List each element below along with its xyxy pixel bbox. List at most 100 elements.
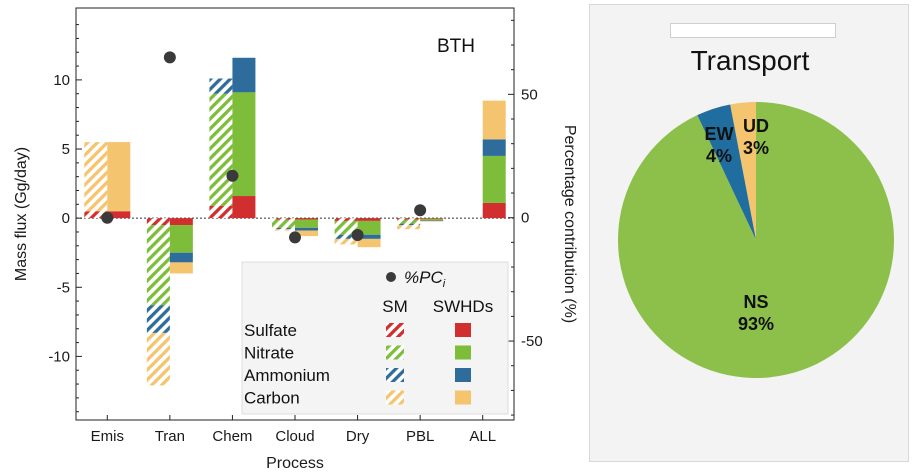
bar-swhds-carbon-dry xyxy=(357,238,381,248)
bar-swhds-sulfate-tran xyxy=(169,218,193,226)
y2-tick-label: 0 xyxy=(521,210,529,227)
bar-sm-nitrate-pbl xyxy=(397,219,421,224)
legend-swatch-swhds-ammonium xyxy=(455,368,471,382)
bar-sm-sulfate-tran xyxy=(146,218,170,226)
legend-label-carbon: Carbon xyxy=(244,389,300,408)
bar-sm-ammonium-chem xyxy=(209,78,233,94)
bar-swhds-carbon-pbl xyxy=(420,220,444,222)
bar-sm-carbon-pbl xyxy=(397,225,421,230)
bar-sm-nitrate-cloud xyxy=(272,219,295,228)
bar-swhds-nitrate-cloud xyxy=(295,219,318,228)
bar-swhds-nitrate-pbl xyxy=(420,218,444,221)
y-tick-label: 0 xyxy=(62,210,70,227)
bar-sm-ammonium-dry xyxy=(334,234,358,239)
bar-swhds-carbon-tran xyxy=(169,262,193,274)
bar-swhds-ammonium-chem xyxy=(232,57,256,93)
bar-sm-ammonium-tran xyxy=(146,305,170,333)
pie-slice-ud xyxy=(730,102,756,240)
pc-point-chem xyxy=(226,169,239,182)
pie-pct-ns: 93% xyxy=(738,314,774,334)
legend-header-sm: SM xyxy=(382,297,408,316)
bar-sm-sulfate-chem xyxy=(209,205,233,219)
y2-tick-label: 50 xyxy=(521,86,538,103)
pie-pct-ud: 3% xyxy=(743,138,769,158)
pc-point-cloud xyxy=(289,231,301,244)
x-axis-label: Process xyxy=(266,455,324,472)
x-tick-label: ALL xyxy=(469,428,496,445)
x-tick-label: Dry xyxy=(346,428,370,445)
bar-sm-carbon-emis xyxy=(84,142,108,212)
y2-tick-label: -50 xyxy=(521,333,543,350)
pie-label-ew: EW xyxy=(705,124,734,144)
bar-sm-sulfate-cloud xyxy=(272,218,295,220)
y-tick-label: -5 xyxy=(57,279,70,296)
pie-label-ud: UD xyxy=(743,116,769,136)
legend-pc-marker xyxy=(386,272,396,282)
bar-swhds-sulfate-all xyxy=(482,202,506,219)
legend-label-sulfate: Sulfate xyxy=(244,321,297,340)
y-axis-label: Mass flux (Gg/day) xyxy=(13,147,30,281)
pie-slice-ew xyxy=(697,104,756,240)
legend-swatch-sm-ammonium xyxy=(386,368,404,382)
title-input-box[interactable] xyxy=(670,23,836,38)
y-tick-label: 5 xyxy=(62,141,70,158)
y-tick-label: -10 xyxy=(48,348,70,365)
bar-sm-nitrate-tran xyxy=(146,225,170,306)
x-tick-label: Emis xyxy=(91,428,124,445)
pie-chart-panel: Transport NS 93% EW 4% UD 3% xyxy=(589,4,909,462)
legend-box xyxy=(241,261,509,415)
pie-pct-ew: 4% xyxy=(706,146,732,166)
x-tick-label: Cloud xyxy=(275,428,314,445)
bar-sm-ammonium-pbl xyxy=(397,223,421,226)
legend-label-ammonium: Ammonium xyxy=(244,366,330,385)
legend-swatch-swhds-carbon xyxy=(455,390,471,405)
bar-swhds-sulfate-cloud xyxy=(295,218,318,220)
y2-axis-label: Percentage contribution (%) xyxy=(561,125,578,323)
pc-point-tran xyxy=(163,51,176,64)
bar-sm-nitrate-dry xyxy=(334,220,358,235)
x-tick-label: Tran xyxy=(155,428,185,445)
bar-swhds-nitrate-tran xyxy=(169,225,193,253)
legend-swatch-sm-carbon xyxy=(386,390,404,405)
legend-swatch-swhds-sulfate xyxy=(455,323,471,337)
pie-slice-ns xyxy=(618,102,894,378)
bar-sm-carbon-cloud xyxy=(272,229,295,231)
bar-swhds-carbon-cloud xyxy=(295,230,318,237)
bar-sm-ammonium-cloud xyxy=(272,227,295,230)
pie-label-ns: NS xyxy=(743,292,768,312)
bar-sm-nitrate-chem xyxy=(209,93,233,206)
bar-swhds-ammonium-tran xyxy=(169,252,193,263)
bar-sm-carbon-dry xyxy=(334,238,358,245)
bar-swhds-sulfate-emis xyxy=(107,211,131,219)
bar-swhds-ammonium-dry xyxy=(357,234,381,239)
bar-swhds-sulfate-dry xyxy=(357,218,381,221)
bar-swhds-sulfate-pbl xyxy=(420,218,444,219)
bar-sm-sulfate-dry xyxy=(334,218,358,221)
bar-swhds-ammonium-all xyxy=(482,139,506,156)
legend-swatch-sm-nitrate xyxy=(386,345,404,360)
pc-point-pbl xyxy=(414,204,427,217)
bar-sm-sulfate-pbl xyxy=(397,218,421,220)
pie-title: Transport xyxy=(690,45,810,76)
bar-swhds-nitrate-all xyxy=(482,155,506,203)
legend-swatch-swhds-nitrate xyxy=(455,345,471,360)
bar-swhds-ammonium-cloud xyxy=(295,227,318,231)
bar-sm-carbon-tran xyxy=(146,332,170,386)
bar-swhds-carbon-emis xyxy=(107,142,131,212)
bar-swhds-sulfate-chem xyxy=(232,196,256,219)
bar-swhds-nitrate-chem xyxy=(232,92,256,197)
legend-pc-label: %PCi xyxy=(404,268,446,290)
legend-header-swhds: SWHDs xyxy=(433,297,493,316)
pc-point-dry xyxy=(351,228,364,241)
bar-sm-sulfate-emis xyxy=(84,211,108,219)
bar-swhds-carbon-all xyxy=(482,100,506,140)
bar-swhds-ammonium-pbl xyxy=(420,220,444,221)
y-tick-label: 10 xyxy=(53,72,70,89)
x-tick-label: Chem xyxy=(212,428,252,445)
legend-swatch-sm-sulfate xyxy=(386,323,404,337)
pc-point-emis xyxy=(101,211,114,224)
legend-label-nitrate: Nitrate xyxy=(244,344,294,363)
x-tick-label: PBL xyxy=(406,428,434,445)
